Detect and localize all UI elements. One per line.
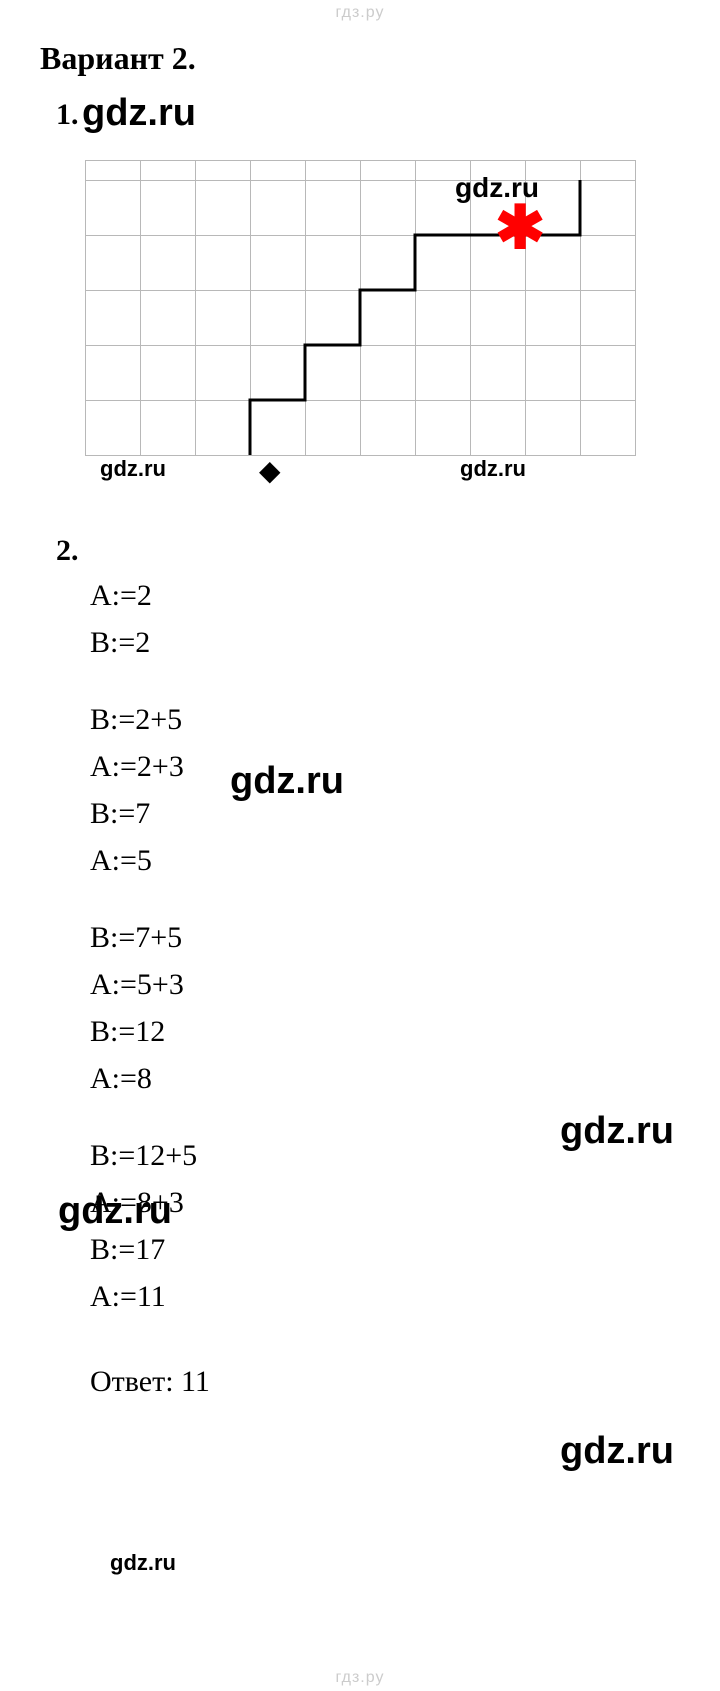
grid-row xyxy=(86,181,636,236)
code-line: А:=2 xyxy=(90,573,210,618)
footer-watermark: гдз.ру xyxy=(0,1669,720,1687)
code-line: А:=5 xyxy=(90,838,210,883)
code-line: B:=17 xyxy=(90,1227,210,1272)
grid-row xyxy=(86,401,636,456)
answer-value: 11 xyxy=(181,1365,210,1398)
answer-label: Ответ: xyxy=(90,1365,181,1398)
diamond-icon: ◆ xyxy=(259,458,281,486)
question-2-block: 2. А:=2B:=2В:=2+5А:=2+3B:=7А:=5В:=7+5А:=… xyxy=(56,528,210,1404)
watermark-overlay: gdz.ru xyxy=(560,1430,674,1473)
grid-table xyxy=(85,160,636,456)
watermark-overlay: gdz.ru xyxy=(230,760,344,803)
grid-row xyxy=(86,236,636,291)
code-line: B:=7 xyxy=(90,791,210,836)
code-line: В:=12+5 xyxy=(90,1133,210,1178)
watermark-overlay: gdz.ru xyxy=(82,92,196,135)
code-line: А:=8 xyxy=(90,1056,210,1101)
watermark-overlay: gdz.ru xyxy=(100,456,166,482)
code-line: B:=2 xyxy=(90,620,210,665)
code-line: В:=7+5 xyxy=(90,915,210,960)
code-line: А:=11 xyxy=(90,1274,210,1319)
code-line: В:=2+5 xyxy=(90,697,210,742)
code-line: B:=12 xyxy=(90,1009,210,1054)
code-line: А:=5+3 xyxy=(90,962,210,1007)
question-1-number: 1. xyxy=(56,98,79,132)
code-line: А:=8+3 xyxy=(90,1180,210,1225)
answer-line: Ответ: 11 xyxy=(90,1359,210,1404)
page-title: Вариант 2. xyxy=(40,40,720,77)
watermark-overlay: gdz.ru xyxy=(110,1550,176,1576)
grid-row xyxy=(86,291,636,346)
watermark-overlay: gdz.ru xyxy=(560,1110,674,1153)
watermark-overlay: gdz.ru xyxy=(460,456,526,482)
grid-container: ✱ ◆ xyxy=(85,160,636,456)
grid-row xyxy=(86,346,636,401)
code-line: А:=2+3 xyxy=(90,744,210,789)
asterisk-icon: ✱ xyxy=(495,198,545,258)
question-2-lines: А:=2B:=2 В:=2+5А:=2+3B:=7А:=5 В:=7+5А:=5+3… xyxy=(90,573,210,1319)
question-2-number: 2. xyxy=(56,534,79,567)
grid-row xyxy=(86,161,636,181)
header-watermark: гдз.ру xyxy=(0,0,720,22)
